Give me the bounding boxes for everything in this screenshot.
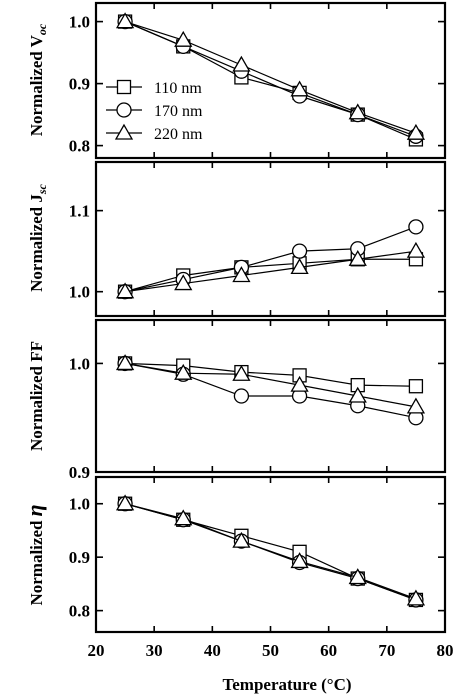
panel-3-series-square-line [125,362,416,387]
panel-4: 0.8 0.9 1.0 20 30 40 50 60 70 80 [69,475,454,660]
panel-4-point-triangle-35 [174,509,193,526]
panel-3-point-triangle-75 [406,397,426,414]
panel-1-series-circle-line [124,21,417,137]
x-tick-label-50: 50 [262,641,279,660]
panel-3-ytick-label-1: 1.0 [69,354,90,373]
panel-1-ytick-label-1: 0.9 [69,75,90,94]
panel-1-ytick-label-2: 1.0 [69,13,90,32]
panel-4-ytick-label-1: 0.9 [69,548,90,567]
panel-3-point-circle-45 [233,388,250,404]
panel-1-point-triangle-45 [232,55,251,72]
panel-3-series-triangle-line [124,362,417,408]
x-tick-label-70: 70 [378,641,395,660]
panel-4-point-triangle-65 [348,568,367,585]
legend-marker-circle [116,102,132,118]
legend-marker-triangle [114,123,134,140]
panel-1-point-triangle-55 [290,80,309,97]
x-tick-label-60: 60 [320,641,337,660]
x-tick-label-30: 30 [146,641,163,660]
panel-1: 0.8 0.9 1.0 110 nm 170 nm 220 nm [69,1,447,160]
panel-2-frame [94,160,447,318]
panel-3-point-triangle-35 [174,363,193,380]
panel-2-point-triangle-45 [232,266,251,283]
panel-1-frame [94,1,447,160]
panel-1-point-triangle-65 [348,103,367,120]
panel-3-ytick-label-0: 0.9 [69,463,90,482]
panel-2-ytick-label-0: 1.0 [69,283,90,302]
legend: 110 nm 170 nm 220 nm [106,79,203,143]
panel-2-ylabel-main: Normalized J [27,194,46,292]
panel-1-ylabel-sub: oc [35,23,49,35]
panel-2-point-triangle-65 [348,249,367,266]
panel-4-point-triangle-25 [115,494,135,511]
panel-3-ylabel: Normalized FF [27,341,46,451]
panel-1-point-triangle-35 [174,30,193,47]
x-tick-label-40: 40 [204,641,221,660]
panel-2-series-triangle-line [125,250,416,293]
panel-2-point-triangle-35 [174,274,193,291]
panel-4-series-triangle-line [124,503,417,600]
panel-1-point-triangle-25 [115,12,135,29]
panel-2-point-triangle-55 [290,258,309,275]
panel-4-frame [94,475,447,634]
panel-4-ytick-label-0: 0.8 [69,602,90,621]
panel-1-point-triangle-75 [406,123,426,140]
panel-1-series-triangle-line [124,21,417,134]
x-axis-label: Temperature (°C) [222,675,351,694]
panel-2: 1.0 1.1 [69,160,447,318]
panel-4-ytick-label-2: 1.0 [69,495,90,514]
panel-3-series-circle-line [124,362,417,419]
panel-4-ylabel-main: Normalized [27,520,46,606]
panel-4-point-triangle-55 [290,552,309,569]
panel-2-ytick-label-1: 1.1 [69,202,90,221]
panel-2-ylabel: Normalized Jsc [27,183,49,291]
panel-2-point-triangle-75 [406,241,426,258]
legend-label-square: 110 nm [154,80,202,97]
panel-2-ylabel-sub: sc [35,183,49,195]
panel-4-point-triangle-45 [232,531,251,548]
panel-2-series-square-line [124,258,416,293]
panel-3-point-triangle-55 [290,375,309,392]
legend-label-triangle: 220 nm [154,126,203,143]
panel-3-point-square-75 [408,379,424,394]
panel-4-ylabel: Normalized η [22,504,47,605]
panel-1-ylabel: Normalized Voc [27,23,49,136]
panel-3: 0.9 1.0 [69,318,447,482]
panel-1-ytick-label-0: 0.8 [69,137,90,156]
panel-1-ylabel-main: Normalized V [27,34,46,136]
panel-3-point-triangle-65 [348,386,367,403]
legend-marker-square [116,79,132,95]
x-tick-label-80: 80 [437,641,454,660]
panel-4-ylabel-symbol: η [22,504,47,516]
legend-label-circle: 170 nm [154,103,203,120]
panel-2-point-circle-75 [408,219,424,235]
panel-2-point-triangle-25 [115,282,135,299]
panel-2-point-circle-55 [291,243,308,259]
panel-3-point-triangle-45 [232,364,251,381]
panel-4-point-triangle-75 [406,589,426,606]
panel-2-series-circle-line [124,226,417,293]
panel-3-point-triangle-25 [115,354,135,371]
x-tick-label-20: 20 [88,641,105,660]
